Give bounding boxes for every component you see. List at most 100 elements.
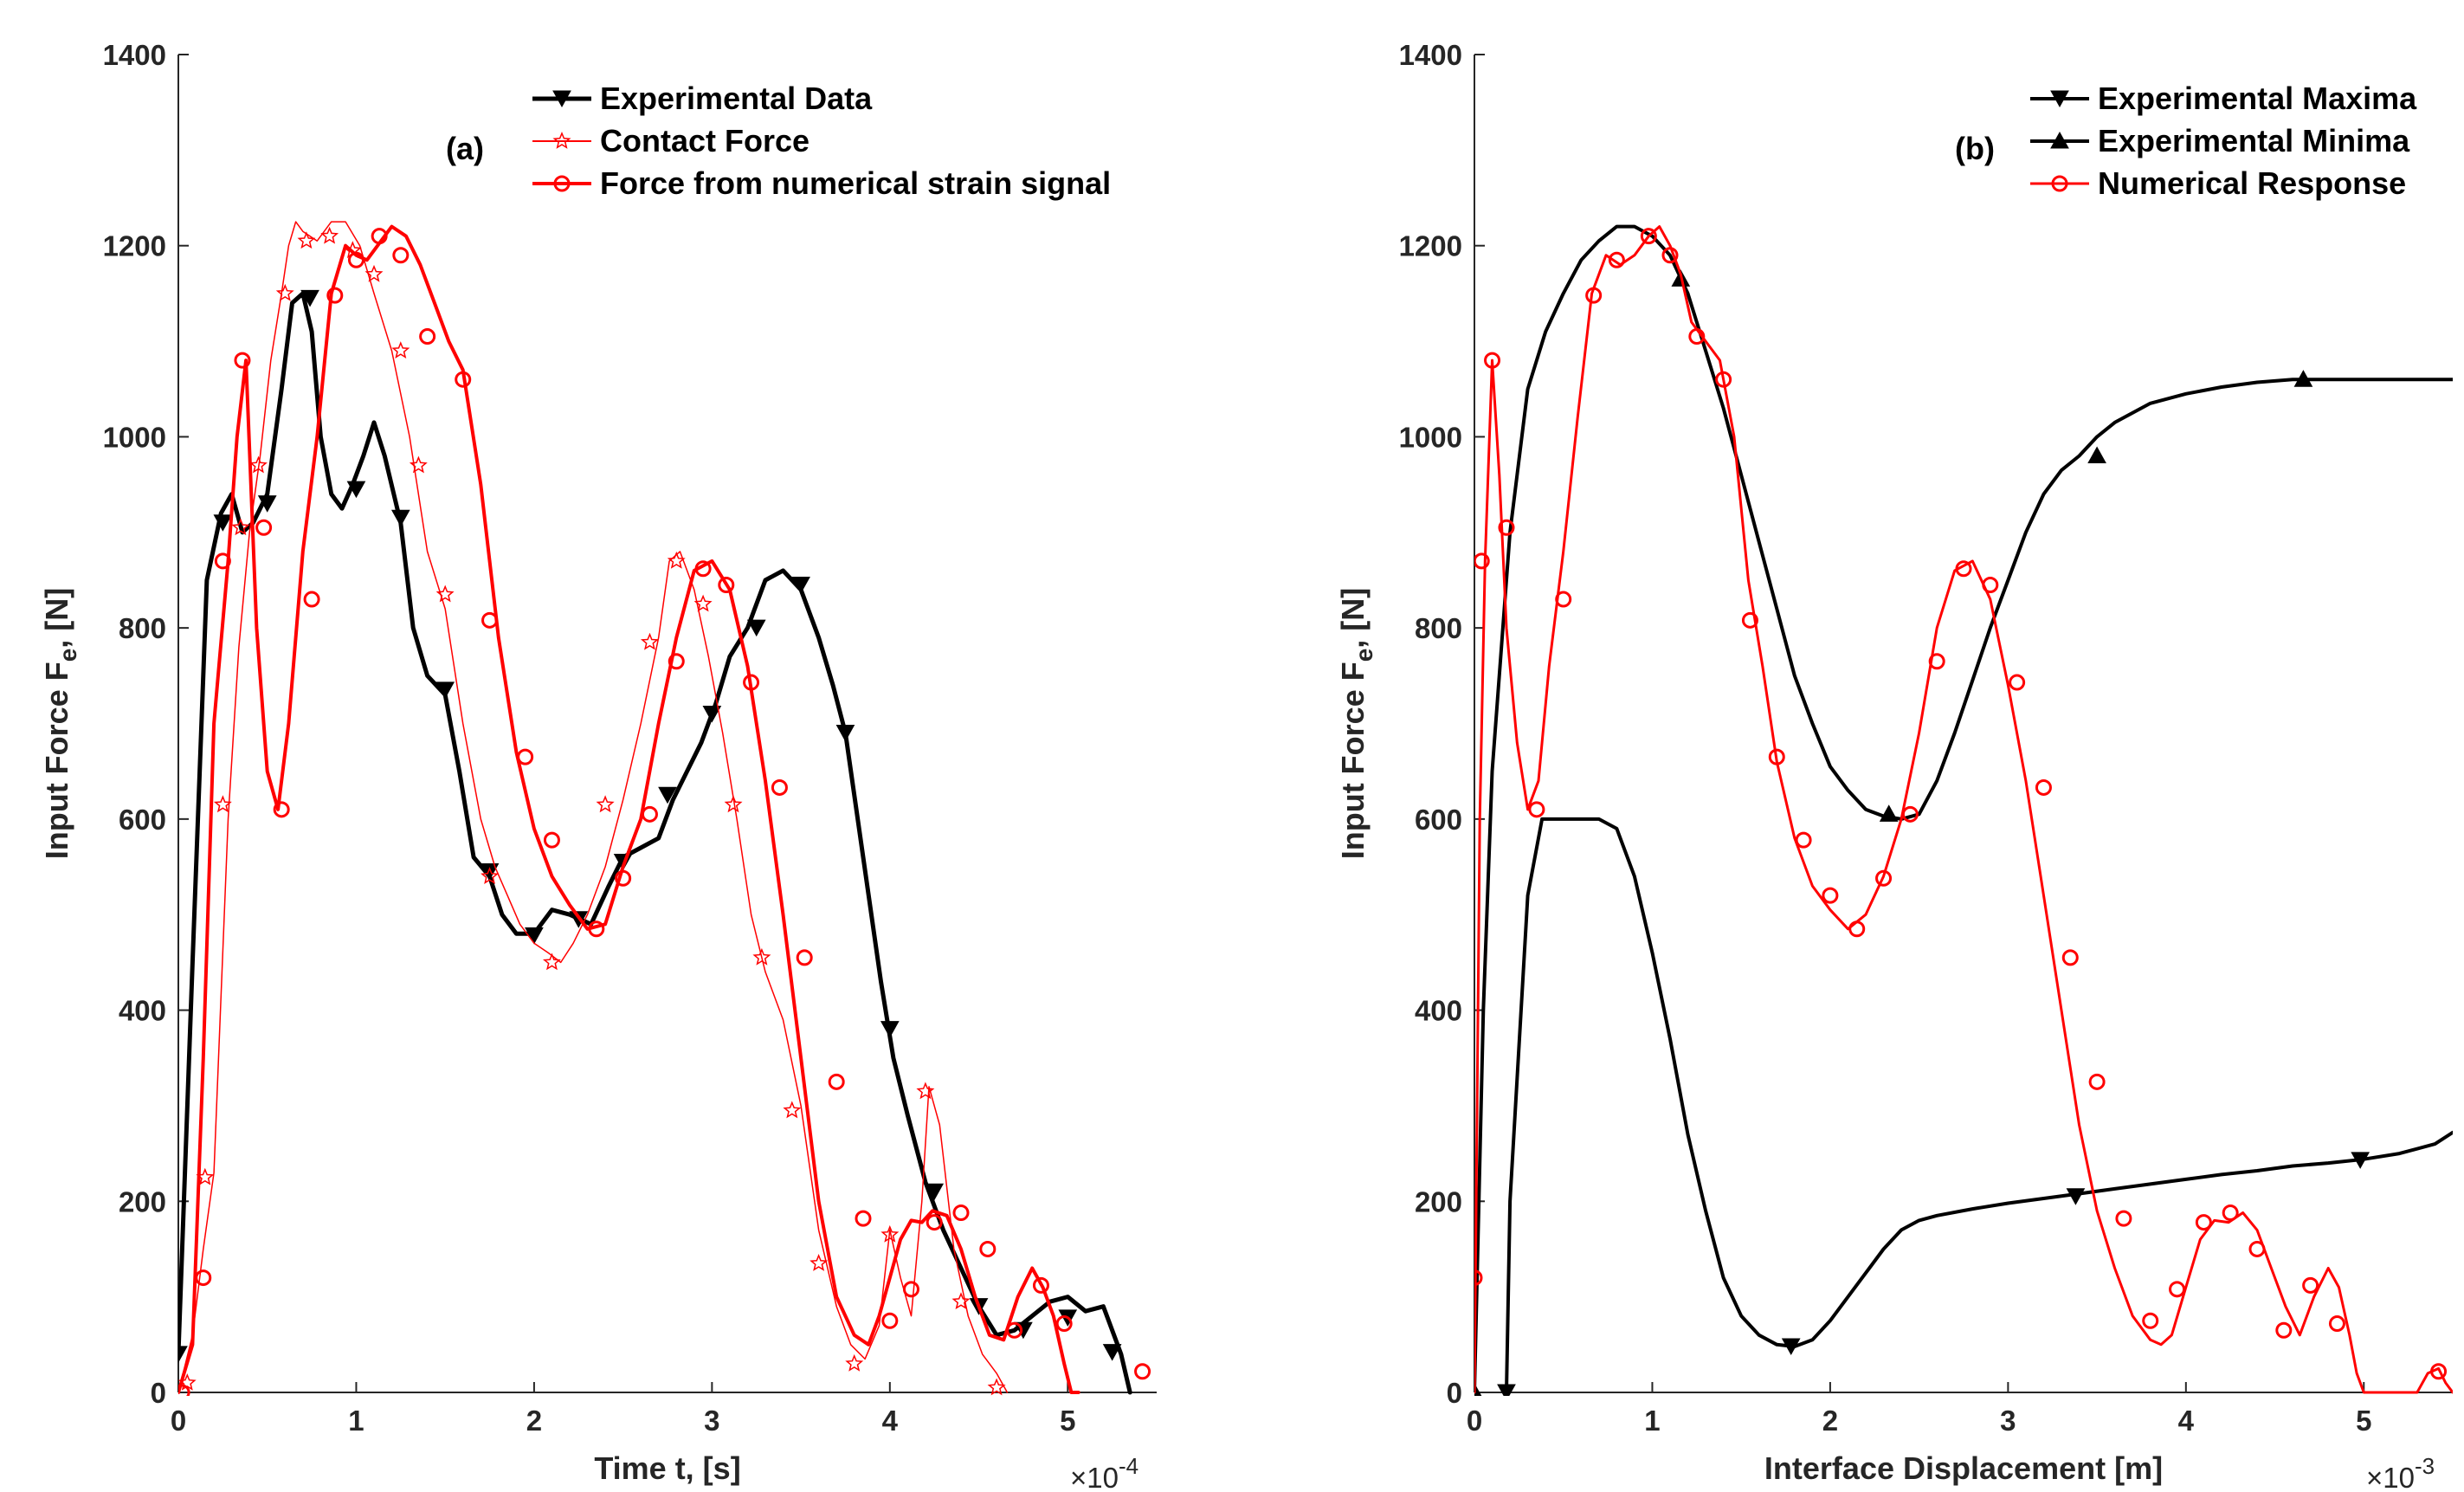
panel-b-series-2-marker (2061, 949, 2079, 966)
panel-a-series-0-marker (702, 705, 722, 723)
panel-a-series-line-1 (178, 221, 1009, 1393)
panel-a-series-0-marker (213, 514, 233, 532)
panel-b-series-2-marker (1955, 560, 1972, 578)
panel-a-series-2-marker (641, 805, 658, 823)
panel-b-series-1-marker (2087, 446, 2106, 463)
panel-a-series-1-marker (481, 867, 499, 885)
panel-b-y-tick-label: 800 (1415, 612, 1462, 644)
panel-a-legend-marker (552, 132, 571, 149)
panel-a-series-1-marker (640, 632, 659, 650)
panel-a-x-tick-label: 2 (526, 1405, 542, 1437)
panel-a-panel-tag: (a) (446, 131, 484, 166)
panel-a-series-1-marker (596, 795, 615, 813)
panel-a-series-2-marker (195, 1269, 212, 1287)
panel-b-series-2-marker (2009, 674, 2026, 691)
panel-a-x-tick-label: 4 (882, 1405, 899, 1437)
panel-a-series-1-marker (275, 283, 294, 301)
panel-a-series-1-marker (783, 1101, 802, 1119)
panel-a-series-2-marker (718, 576, 735, 593)
panel-b-series-2-marker (1795, 831, 1812, 849)
panel-b-x-multiplier: ×10-3 (2366, 1453, 2435, 1492)
panel-b-series-2-marker (2115, 1210, 2132, 1227)
panel-a-series-0-marker (346, 481, 366, 499)
panel-b-x-tick-label: 2 (1822, 1405, 1838, 1437)
panel-a-x-tick-label: 1 (348, 1405, 364, 1437)
panel-a-series-2-marker (178, 1384, 190, 1396)
panel-b-series-2-marker (1741, 611, 1758, 629)
panel-b-legend-marker (2050, 90, 2069, 108)
panel-b-y-axis-label-suffix: , [N] (1335, 588, 1371, 649)
panel-b-series-2-marker (1585, 287, 1603, 304)
panel-a-series-line-0 (178, 291, 1132, 1395)
panel-b-series-2-marker (1484, 352, 1501, 369)
panel-b-x-multiplier-base: ×10 (2366, 1462, 2415, 1492)
panel-b-y-axis-label-main: Input Force F (1335, 662, 1371, 859)
panel-b-series-0-marker (2351, 1152, 2370, 1169)
panel-b-y-tick-label: 1200 (1399, 230, 1462, 262)
panel-a-series-1-marker (845, 1353, 864, 1372)
panel-a-series-2-marker (273, 801, 290, 818)
panel-b-series-2-marker (2088, 1073, 2106, 1090)
panel-b-series-1-marker (1474, 1382, 1482, 1396)
panel-a-series-0-marker (746, 619, 766, 637)
panel-a-legend-label: Experimental Data (600, 81, 873, 116)
panel-b-chart: 0 200 400 600 800 1000 1200 1400 0 1 2 3 4 5 Interface… (1335, 39, 2453, 1492)
panel-a-series-2-marker (1134, 1363, 1151, 1380)
panel-b-x-tick-label: 5 (2356, 1405, 2371, 1437)
panel-a-series-0-marker (835, 725, 855, 742)
panel-b-x-multiplier-exp: -3 (2415, 1453, 2435, 1479)
panel-a-legend-marker (552, 90, 571, 108)
panel-a-series-2-marker (371, 228, 388, 245)
panel-a-series-0-marker (435, 681, 455, 699)
panel-b-x-tick-label: 0 (1467, 1405, 1482, 1437)
panel-a-series-2-marker (694, 560, 712, 578)
panel-b-series-2-marker (2430, 1363, 2448, 1380)
panel-a-y-tick-label: 600 (119, 804, 166, 836)
panel-a-series-1-marker (880, 1224, 900, 1243)
panel-a-series-2-marker (979, 1240, 997, 1257)
panel-b-series-2-marker (2222, 1205, 2239, 1222)
panel-b-legend-label: Experimental Minima (2098, 123, 2410, 158)
panel-a-series-0 (178, 289, 1132, 1395)
panel-a-series-2-marker (771, 778, 788, 796)
panel-b-series-2-marker (2195, 1214, 2212, 1231)
panel-a-series-2-marker (952, 1205, 970, 1222)
panel-b-series-2-marker (1608, 251, 1625, 268)
panel-a-series-0-marker (658, 786, 677, 804)
panel-b-series-1 (1474, 224, 2453, 1396)
panel-a-y-tick-label: 1400 (103, 39, 166, 71)
panel-a-series-1-marker (667, 551, 686, 569)
panel-b-legend-marker (2051, 175, 2068, 192)
panel-a-series-2-marker (588, 920, 605, 938)
panel-a-series-2-marker (1006, 1321, 1023, 1339)
panel-a-series-2-marker (828, 1073, 845, 1090)
panel-a-series-2-marker (419, 328, 436, 346)
panel-a-series-1-marker (752, 947, 771, 966)
panel-a-series-2-marker (615, 869, 632, 887)
panel-a-series-2-marker (855, 1210, 872, 1227)
panel-a-series-2-marker (1055, 1315, 1073, 1333)
panel-a-legend: Experimental Data Contact Force Force from… (532, 81, 1111, 201)
panel-a-series-2-marker (881, 1312, 899, 1329)
panel-a-series-0-marker (525, 927, 544, 945)
panel-a-x-tick-label: 3 (704, 1405, 719, 1437)
panel-b-series-2-marker (1528, 801, 1545, 818)
panel-a-series-0-marker (390, 509, 410, 527)
panel-b-series-line-1 (1474, 224, 2453, 1394)
panel-a-series-2-marker (392, 247, 410, 264)
panel-a-series-2-marker (517, 748, 534, 765)
panel-a-series-0-marker (925, 1183, 945, 1201)
panel-a-series-2-marker (902, 1281, 919, 1298)
panel-a-series-2-marker (214, 552, 231, 570)
panel-b-y-tick-label: 200 (1415, 1185, 1462, 1217)
panel-b-series-line-0 (1505, 817, 2453, 1394)
panel-b-series-2-marker (1555, 591, 1572, 608)
panel-a-y-tick-label: 0 (151, 1377, 166, 1409)
panel-b-series-1-marker (1879, 804, 1899, 822)
panel-a-y-axis-label-sub: e (55, 649, 81, 662)
panel-b-series-2-marker (1715, 371, 1732, 388)
panel-a-series-1-marker (435, 585, 455, 603)
panel-a-series-1-marker (810, 1254, 829, 1271)
panel-a-legend-label: Contact Force (600, 123, 810, 158)
